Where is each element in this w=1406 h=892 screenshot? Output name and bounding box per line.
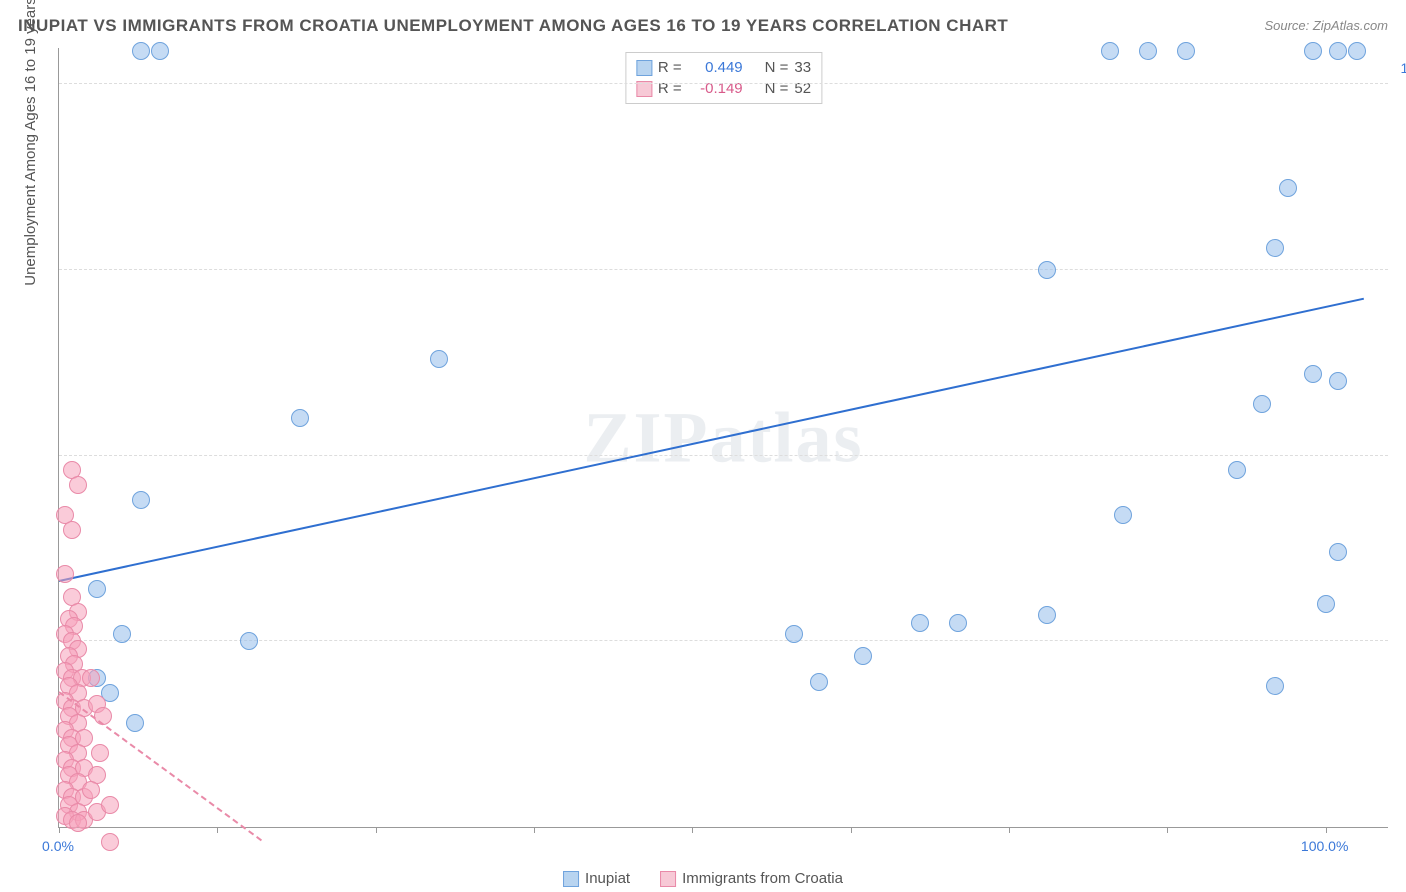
scatter-point	[151, 42, 169, 60]
source-attribution: Source: ZipAtlas.com	[1264, 18, 1388, 33]
gridline-h	[59, 83, 1388, 84]
chart-title: INUPIAT VS IMMIGRANTS FROM CROATIA UNEMP…	[18, 16, 1008, 36]
scatter-point	[132, 491, 150, 509]
n-label: N =	[765, 59, 789, 76]
x-tick	[376, 827, 377, 833]
x-tick	[851, 827, 852, 833]
scatter-point	[911, 614, 929, 632]
series-legend: Inupiat Immigrants from Croatia	[563, 870, 843, 887]
trend-line	[59, 298, 1364, 582]
legend-row: R =-0.149N =52	[636, 78, 811, 99]
scatter-point	[1038, 606, 1056, 624]
scatter-point	[126, 714, 144, 732]
scatter-point	[1253, 395, 1271, 413]
legend-row: R = 0.449 N = 33	[636, 57, 811, 78]
x-tick-label: 100.0%	[1301, 838, 1348, 854]
x-tick	[59, 827, 60, 833]
scatter-point	[1329, 543, 1347, 561]
y-tick-label: 100.0%	[1393, 60, 1406, 76]
scatter-point	[1304, 365, 1322, 383]
scatter-point	[132, 42, 150, 60]
series-name: Inupiat	[585, 870, 630, 887]
correlation-legend: R = 0.449 N = 33 R =-0.149N =52	[625, 52, 822, 104]
scatter-point	[1114, 506, 1132, 524]
scatter-point	[949, 614, 967, 632]
x-tick	[692, 827, 693, 833]
gridline-h	[59, 455, 1388, 456]
scatter-point	[1348, 42, 1366, 60]
scatter-point	[1266, 239, 1284, 257]
scatter-point	[1279, 179, 1297, 197]
legend-swatch	[660, 871, 676, 887]
r-value: 0.449	[688, 59, 743, 76]
scatter-point	[810, 673, 828, 691]
chart-container: INUPIAT VS IMMIGRANTS FROM CROATIA UNEMP…	[0, 0, 1406, 892]
scatter-point	[69, 476, 87, 494]
x-tick	[1326, 827, 1327, 833]
scatter-point	[1304, 42, 1322, 60]
scatter-point	[785, 625, 803, 643]
scatter-point	[1177, 42, 1195, 60]
scatter-point	[82, 781, 100, 799]
scatter-point	[88, 580, 106, 598]
y-tick-label: 50.0%	[1393, 432, 1406, 448]
scatter-point	[430, 350, 448, 368]
n-value: 33	[794, 59, 811, 76]
legend-swatch	[636, 60, 652, 76]
legend-item: Inupiat	[563, 870, 630, 887]
scatter-point	[63, 521, 81, 539]
legend-item: Immigrants from Croatia	[660, 870, 843, 887]
scatter-point	[1228, 461, 1246, 479]
scatter-point	[101, 796, 119, 814]
scatter-point	[101, 833, 119, 851]
scatter-point	[1329, 42, 1347, 60]
legend-swatch	[563, 871, 579, 887]
scatter-point	[1139, 42, 1157, 60]
plot-area: ZIPatlas R =0.449N =33R =-0.149N =52 25.…	[58, 48, 1388, 828]
scatter-point	[56, 565, 74, 583]
scatter-point	[1317, 595, 1335, 613]
scatter-point	[113, 625, 131, 643]
scatter-point	[91, 744, 109, 762]
x-tick	[534, 827, 535, 833]
scatter-point	[1038, 261, 1056, 279]
scatter-point	[854, 647, 872, 665]
x-tick-label: 0.0%	[42, 838, 74, 854]
x-tick	[1167, 827, 1168, 833]
scatter-point	[1101, 42, 1119, 60]
r-label: R =	[658, 59, 682, 76]
scatter-point	[94, 707, 112, 725]
scatter-point	[1329, 372, 1347, 390]
y-tick-label: 25.0%	[1393, 617, 1406, 633]
y-axis-label: Unemployment Among Ages 16 to 19 years	[22, 0, 39, 286]
scatter-point	[240, 632, 258, 650]
gridline-h	[59, 640, 1388, 641]
gridline-h	[59, 269, 1388, 270]
series-name: Immigrants from Croatia	[682, 870, 843, 887]
scatter-point	[291, 409, 309, 427]
x-tick	[217, 827, 218, 833]
x-tick	[1009, 827, 1010, 833]
scatter-point	[82, 669, 100, 687]
scatter-point	[1266, 677, 1284, 695]
scatter-point	[69, 814, 87, 832]
y-tick-label: 75.0%	[1393, 246, 1406, 262]
